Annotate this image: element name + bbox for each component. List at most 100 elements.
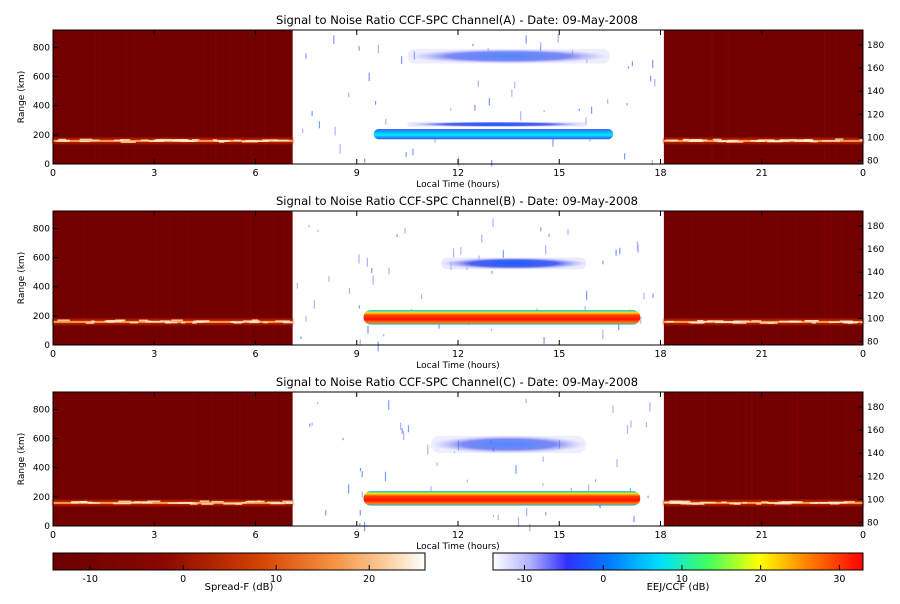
spread-f-bright-spot [282, 501, 292, 503]
weak-echo [511, 89, 512, 96]
spread-f-bright-spot [71, 501, 87, 503]
x-tick-label: 9 [354, 530, 360, 541]
x-tick-label: 3 [151, 530, 157, 541]
echo-layer-eej [374, 129, 614, 139]
weak-echo [314, 300, 315, 309]
texture-streak [805, 30, 806, 164]
weak-echo [437, 463, 438, 467]
weak-echo [589, 139, 590, 142]
weak-echo [360, 339, 361, 345]
texture-streak [156, 211, 157, 345]
weak-echo [493, 515, 494, 517]
spread-f-bright-spot [666, 321, 674, 323]
weak-echo [319, 121, 320, 128]
panel-channel-a: Signal to Noise Ratio CCF-SPC Channel(A)… [17, 13, 884, 190]
spread-f-bright-spot [171, 319, 183, 321]
weak-echo [612, 405, 613, 412]
texture-streak [284, 211, 285, 345]
night-spread-f-region [664, 392, 863, 526]
texture-streak [690, 211, 691, 345]
x-tick-label: 15 [553, 349, 565, 360]
x-tick-label: 3 [151, 168, 157, 179]
y-right-tick-label: 140 [867, 268, 884, 278]
weak-echo [526, 508, 527, 517]
texture-streak [747, 211, 748, 345]
texture-streak [841, 211, 842, 345]
spread-f-bright-spot [141, 140, 149, 142]
weak-echo [579, 109, 580, 111]
y-axis-label: Range (km) [17, 71, 27, 123]
spread-f-bright-spot [245, 140, 256, 142]
weak-echo [548, 234, 549, 237]
x-tick-label: 21 [756, 168, 768, 179]
weak-echo [388, 267, 389, 274]
echo-layer-150km [407, 49, 610, 64]
weak-echo [317, 230, 318, 232]
x-tick-label: 0 [50, 349, 56, 360]
spread-f-bright-spot [846, 322, 854, 324]
weak-echo [540, 227, 541, 231]
spread-f-bright-spot [721, 501, 727, 503]
weak-echo [491, 160, 492, 167]
texture-streak [828, 392, 829, 526]
texture-streak [187, 211, 188, 345]
spread-f-bright-spot [751, 320, 761, 322]
weak-echo [401, 56, 402, 64]
weak-echo [400, 423, 401, 430]
weak-echo [544, 110, 545, 112]
spread-f-bright-spot [57, 319, 69, 321]
y-right-tick-label: 80 [867, 338, 879, 348]
spread-f-bright-spot [270, 503, 284, 505]
y-tick-label: 200 [33, 493, 50, 503]
x-tick-label: 6 [252, 168, 258, 179]
x-tick-label: 0 [860, 530, 866, 541]
texture-streak [821, 211, 822, 345]
texture-streak [212, 392, 213, 526]
weak-echo [348, 93, 349, 98]
weak-echo [640, 317, 641, 324]
y-tick-label: 400 [33, 102, 50, 112]
spread-f-bright-spot [283, 322, 293, 324]
texture-streak [750, 30, 751, 164]
spread-f-bright-spot [168, 502, 182, 504]
texture-streak [726, 30, 727, 164]
spread-f-bright-spot [804, 139, 813, 141]
x-tick-label: 9 [354, 168, 360, 179]
x-tick-label: 12 [452, 168, 464, 179]
spread-f-bright-spot [830, 503, 839, 505]
y-axis-label: Range (km) [17, 433, 27, 485]
texture-streak [83, 211, 84, 345]
spread-f-bright-spot [86, 322, 95, 324]
spread-f-bright-spot [197, 321, 204, 323]
weak-echo [460, 247, 461, 254]
weak-echo [364, 522, 365, 531]
weak-echo [633, 516, 634, 522]
texture-streak [828, 30, 829, 164]
x-tick-label: 6 [252, 530, 258, 541]
colorbar-tick-label: 20 [755, 574, 767, 585]
weak-echo [362, 491, 363, 497]
texture-streak [230, 30, 231, 164]
y-right-tick-label: 140 [867, 87, 884, 97]
x-tick-label: 9 [354, 349, 360, 360]
x-tick-label: 0 [860, 168, 866, 179]
weak-echo [371, 268, 372, 273]
spread-f-bright-spot [750, 140, 760, 142]
texture-streak [250, 211, 251, 345]
weak-echo [588, 485, 589, 492]
texture-streak [246, 392, 247, 526]
weak-echo [632, 61, 633, 66]
texture-streak [154, 392, 155, 526]
x-axis-label: Local Time (hours) [416, 542, 499, 552]
spread-f-bright-spot [779, 321, 791, 323]
weak-echo [317, 402, 318, 404]
weak-echo [491, 329, 492, 331]
y-right-tick-label: 160 [867, 64, 884, 74]
spread-f-bright-spot [768, 322, 774, 324]
echo-layer-eej [364, 491, 641, 506]
y-right-tick-label: 120 [867, 110, 884, 120]
spread-f-bright-spot [789, 139, 801, 141]
weak-echo [652, 294, 653, 298]
spread-f-bright-spot [165, 322, 177, 324]
